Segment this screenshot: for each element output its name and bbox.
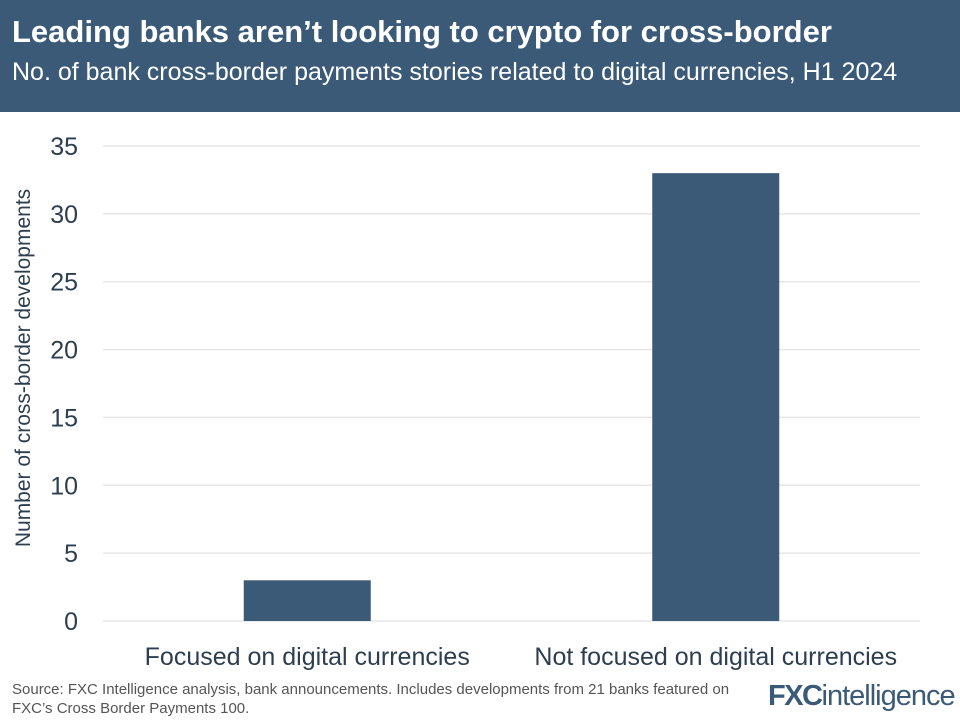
y-tick-label: 5 <box>64 540 78 568</box>
y-tick-label: 35 <box>50 133 78 161</box>
y-tick-label: 30 <box>50 201 78 229</box>
x-category-label: Focused on digital currencies <box>145 643 470 671</box>
source-note: Source: FXC Intelligence analysis, bank … <box>12 681 730 717</box>
y-tick-label: 10 <box>50 472 78 500</box>
y-tick-label: 25 <box>50 269 78 297</box>
y-tick-label: 0 <box>64 608 78 636</box>
fxc-intelligence-logo: FXCintelligence <box>768 680 956 712</box>
bar <box>243 580 371 621</box>
header-banner: Leading banks aren’t looking to crypto f… <box>0 0 960 112</box>
chart-subtitle: No. of bank cross-border payments storie… <box>12 58 898 86</box>
bar <box>652 173 780 621</box>
chart-title: Leading banks aren’t looking to crypto f… <box>12 14 832 49</box>
x-category-label: Not focused on digital currencies <box>534 643 897 671</box>
y-tick-label: 20 <box>50 337 78 365</box>
y-tick-label: 15 <box>50 404 78 432</box>
y-axis-label: Number of cross-border developments <box>12 189 35 547</box>
